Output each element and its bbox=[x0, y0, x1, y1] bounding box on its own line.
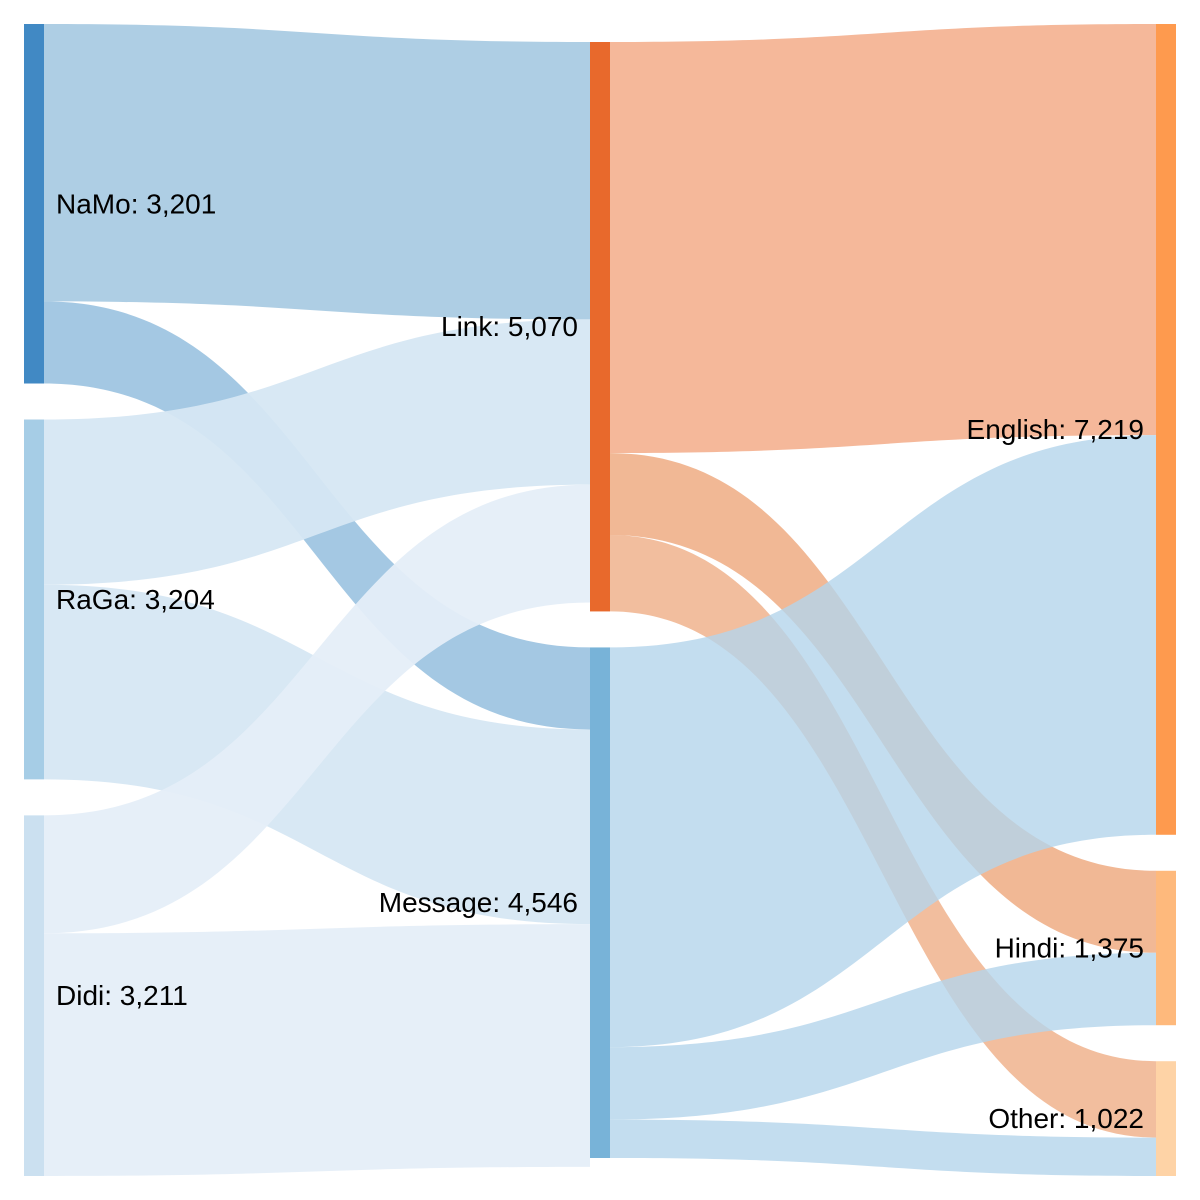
node-english bbox=[1156, 24, 1176, 835]
node-raga bbox=[24, 419, 44, 780]
node-link bbox=[590, 42, 610, 612]
node-message bbox=[590, 647, 610, 1158]
node-label-message: Message: 4,546 bbox=[379, 887, 578, 918]
sankey-links bbox=[44, 24, 1156, 1176]
link-message-to-other bbox=[610, 1119, 1156, 1176]
node-label-namo: NaMo: 3,201 bbox=[56, 188, 216, 219]
link-namo-to-link bbox=[44, 24, 590, 320]
node-label-raga: RaGa: 3,204 bbox=[56, 584, 215, 615]
node-namo bbox=[24, 24, 44, 384]
link-didi-to-message bbox=[44, 924, 590, 1176]
link-message-to-hindi bbox=[610, 952, 1156, 1120]
node-label-hindi: Hindi: 1,375 bbox=[995, 933, 1144, 964]
sankey-nodes bbox=[24, 24, 1176, 1176]
node-label-english: English: 7,219 bbox=[967, 414, 1144, 445]
link-message-to-english bbox=[610, 435, 1156, 1048]
node-label-other: Other: 1,022 bbox=[988, 1103, 1144, 1134]
link-raga-to-link bbox=[44, 319, 590, 585]
link-didi-to-link bbox=[44, 484, 590, 934]
link-link-to-english bbox=[610, 24, 1156, 454]
node-label-didi: Didi: 3,211 bbox=[56, 980, 188, 1011]
node-didi bbox=[24, 815, 44, 1176]
sankey-labels: NaMo: 3,201 RaGa: 3,204 Didi: 3,211 Link: 5… bbox=[56, 188, 1144, 1134]
node-hindi bbox=[1156, 870, 1176, 1026]
node-other bbox=[1156, 1061, 1176, 1176]
node-label-link: Link: 5,070 bbox=[441, 311, 578, 342]
